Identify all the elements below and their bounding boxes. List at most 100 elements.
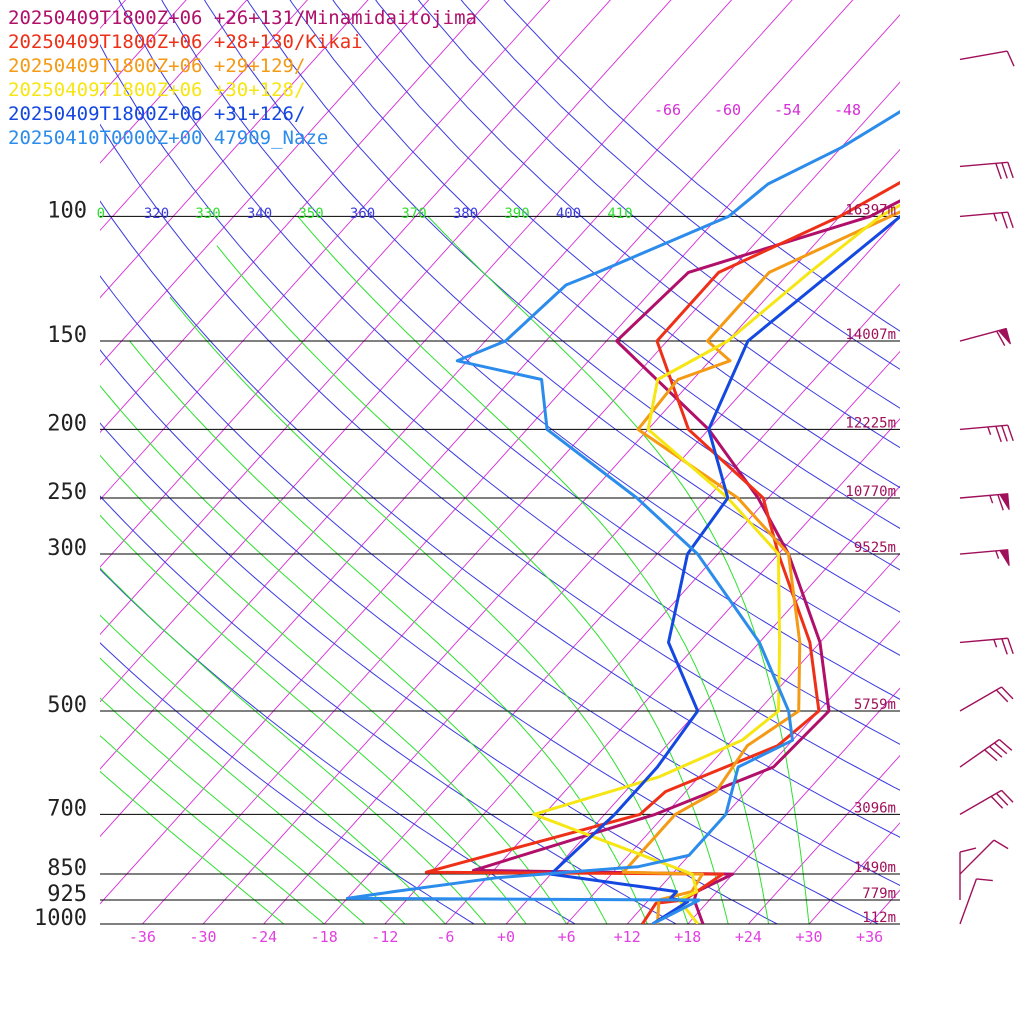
- wind-barb: [959, 878, 993, 925]
- barb-staff: [959, 637, 1008, 644]
- barb-staff: [959, 789, 1002, 816]
- pressure-label: 150: [47, 323, 87, 348]
- legend-entry: 20250409T1800Z+06 +29+129/: [8, 55, 305, 77]
- height-label: 16397m: [845, 202, 896, 218]
- wind-barb: [959, 686, 1014, 712]
- isotherm-line: [626, 620, 900, 924]
- dry-adiabat-line: [246, 0, 900, 571]
- barb-feather: [990, 795, 1004, 809]
- pressure-label: 300: [47, 536, 87, 561]
- moist-adiabat-line: [100, 697, 365, 924]
- sounding-profiles: [345, 110, 900, 924]
- dry-adiabat-line: [203, 0, 900, 613]
- isotherm-line: [687, 687, 900, 924]
- isotherm-line: [384, 350, 900, 924]
- pressure-label: 1000: [34, 906, 87, 931]
- moist-adiabat-line: [100, 567, 487, 924]
- pressure-label: 200: [47, 411, 87, 436]
- theta-label: 380: [453, 206, 478, 222]
- barb-staff: [959, 686, 1002, 712]
- barb-feather: [1001, 789, 1014, 803]
- moist-adiabat-line: [216, 245, 729, 924]
- barb-half-feather: [987, 426, 992, 436]
- barb-feather: [1001, 212, 1008, 229]
- barb-feather: [995, 426, 1002, 443]
- wind-barb: [959, 839, 1009, 875]
- moist-adiabat-line: [100, 614, 446, 924]
- wind-barb: [959, 50, 1015, 67]
- moist-adiabat-line: [100, 514, 527, 924]
- barb-feather: [984, 749, 998, 762]
- moist-adiabat-line: [297, 216, 770, 924]
- dry-adiabat-line: [100, 495, 678, 924]
- theta-label: 360: [350, 206, 375, 222]
- moist-adiabat-line: [169, 296, 689, 924]
- isotherm-line: [100, 0, 248, 164]
- temperature-tick-label: +36: [856, 928, 883, 946]
- theta-label: 330: [195, 206, 220, 222]
- sounding-line: [345, 110, 900, 924]
- pressure-label: 100: [47, 198, 87, 223]
- pressure-label: 250: [47, 480, 87, 505]
- barb-feather: [995, 689, 1009, 703]
- dry-adiabat-line: [100, 275, 900, 886]
- barb-staff: [959, 878, 978, 925]
- dry-adiabat-line: [289, 0, 900, 529]
- isotherm-line: [100, 0, 369, 299]
- barb-feather: [993, 839, 1009, 850]
- barb-staff: [959, 161, 1008, 168]
- temperature-tick-label: +24: [735, 928, 762, 946]
- wind-barb: [959, 637, 1014, 655]
- isotherm-line: [808, 822, 900, 924]
- barb-feather: [1007, 425, 1014, 442]
- barb-staff: [959, 424, 1008, 431]
- dry-adiabat-line: [100, 200, 900, 838]
- barb-staff: [959, 738, 1000, 768]
- moist-adiabat-line: [100, 770, 285, 924]
- barb-staff: [959, 50, 1008, 61]
- theta-label: 370: [401, 206, 426, 222]
- pressure-label: 925: [47, 882, 87, 907]
- temperature-tick-label: +18: [674, 928, 701, 946]
- dry-adiabat-line: [375, 0, 900, 449]
- wind-barb: [959, 789, 1014, 816]
- isotherm-line: [0, 0, 2, 924]
- temperature-tick-label: -12: [371, 928, 398, 946]
- theta-label: 320: [144, 206, 169, 222]
- theta-label: 340: [247, 206, 272, 222]
- legend-entry: 20250409T1800Z+06 +28+130/Kikai: [8, 31, 363, 53]
- height-label: 12225m: [845, 415, 896, 431]
- temperature-tick-label: -24: [250, 928, 277, 946]
- axis-labels: 100 16397m 150 14007m 200 12225m 250 10770m 300 9…: [34, 101, 896, 946]
- moist-adiabat-line: [100, 657, 406, 924]
- temperature-tick-label: -6: [436, 928, 454, 946]
- wind-barb: [959, 161, 1014, 180]
- height-label: 14007m: [845, 327, 896, 343]
- sounding-line: [532, 203, 900, 924]
- height-label: 10770m: [845, 484, 896, 500]
- barb-staff: [959, 211, 1008, 218]
- height-label: 5759m: [854, 697, 896, 713]
- wind-barb: [959, 424, 1014, 443]
- isotherm-label: -48: [834, 101, 861, 119]
- dry-adiabat-line: [460, 0, 900, 370]
- wind-barbs: [959, 50, 1015, 925]
- temperature-tick-label: +30: [795, 928, 822, 946]
- barb-feather: [1001, 686, 1014, 700]
- wind-barb: [959, 327, 1011, 346]
- pressure-label: 850: [47, 856, 87, 881]
- barb-feather: [1001, 425, 1008, 442]
- barb-feather: [997, 494, 1004, 511]
- wind-barb: [959, 847, 977, 901]
- sounding-line: [549, 214, 900, 924]
- isotherm-line: [869, 889, 900, 924]
- dry-adiabat-line: [118, 0, 900, 700]
- sounding-line: [621, 210, 900, 924]
- barb-feather: [1007, 212, 1014, 229]
- temperature-tick-label: +0: [497, 928, 515, 946]
- barb-half-feather: [989, 495, 994, 504]
- theta-label: 390: [504, 206, 529, 222]
- temperature-tick-label: -18: [311, 928, 338, 946]
- isobar-lines: [100, 215, 900, 925]
- wind-barb: [959, 549, 1010, 567]
